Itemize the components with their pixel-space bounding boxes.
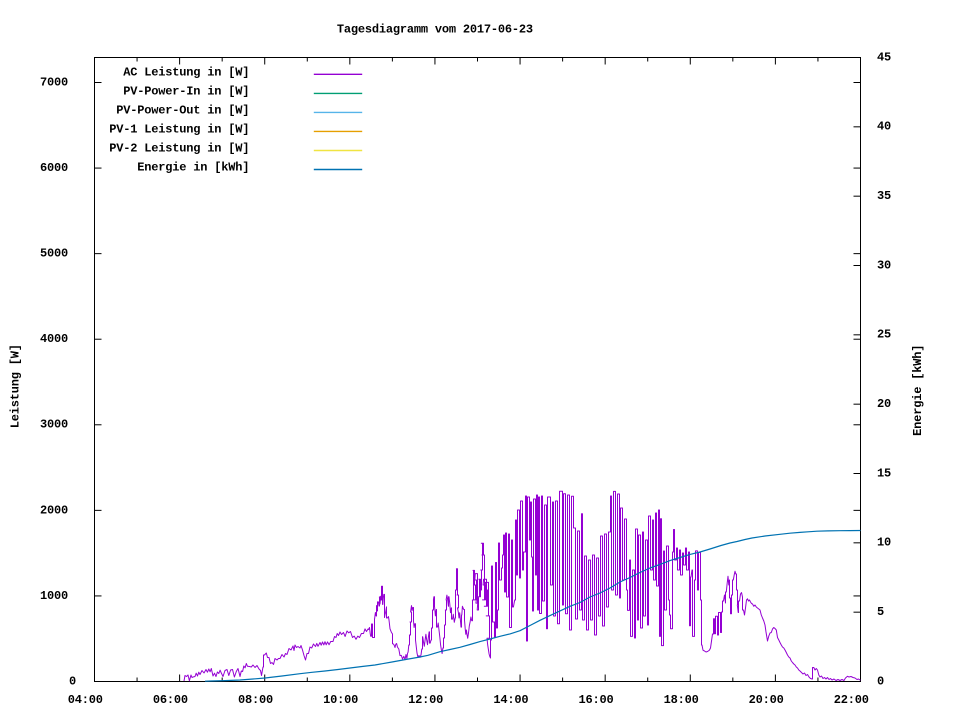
svg-text:06:00: 06:00 (153, 693, 188, 707)
svg-text:7000: 7000 (40, 75, 68, 89)
svg-text:PV-2 Leistung in [W]: PV-2 Leistung in [W] (109, 142, 249, 156)
svg-text:PV-1 Leistung in [W]: PV-1 Leistung in [W] (109, 122, 249, 136)
svg-text:15: 15 (877, 466, 891, 480)
svg-text:16:00: 16:00 (578, 693, 613, 707)
svg-text:10: 10 (877, 536, 891, 550)
svg-text:Energie [kWh]: Energie [kWh] (911, 345, 925, 436)
svg-text:45: 45 (877, 50, 891, 64)
svg-text:PV-Power-Out in [W]: PV-Power-Out in [W] (116, 103, 249, 117)
svg-text:0: 0 (877, 674, 884, 688)
svg-text:20: 20 (877, 397, 891, 411)
svg-text:Energie in [kWh]: Energie in [kWh] (137, 161, 249, 175)
svg-text:12:00: 12:00 (408, 693, 443, 707)
svg-text:25: 25 (877, 328, 891, 342)
svg-text:4000: 4000 (40, 332, 68, 346)
svg-text:18:00: 18:00 (664, 693, 699, 707)
svg-text:14:00: 14:00 (493, 693, 528, 707)
svg-text:Tagesdiagramm vom 2017-06-23: Tagesdiagramm vom 2017-06-23 (337, 23, 533, 37)
svg-text:0: 0 (69, 674, 76, 688)
svg-text:PV-Power-In in [W]: PV-Power-In in [W] (123, 84, 249, 98)
svg-text:40: 40 (877, 120, 891, 134)
svg-text:30: 30 (877, 258, 891, 272)
svg-text:10:00: 10:00 (323, 693, 358, 707)
svg-text:3000: 3000 (40, 418, 68, 432)
svg-text:04:00: 04:00 (68, 693, 103, 707)
svg-text:5: 5 (877, 605, 884, 619)
svg-text:5000: 5000 (40, 247, 68, 261)
svg-text:20:00: 20:00 (749, 693, 784, 707)
svg-text:22:00: 22:00 (834, 693, 869, 707)
svg-text:1000: 1000 (40, 589, 68, 603)
svg-text:AC Leistung in [W]: AC Leistung in [W] (123, 65, 249, 79)
svg-text:35: 35 (877, 189, 891, 203)
svg-text:Leistung [W]: Leistung [W] (9, 344, 23, 428)
svg-text:2000: 2000 (40, 503, 68, 517)
svg-text:08:00: 08:00 (238, 693, 273, 707)
svg-text:6000: 6000 (40, 161, 68, 175)
